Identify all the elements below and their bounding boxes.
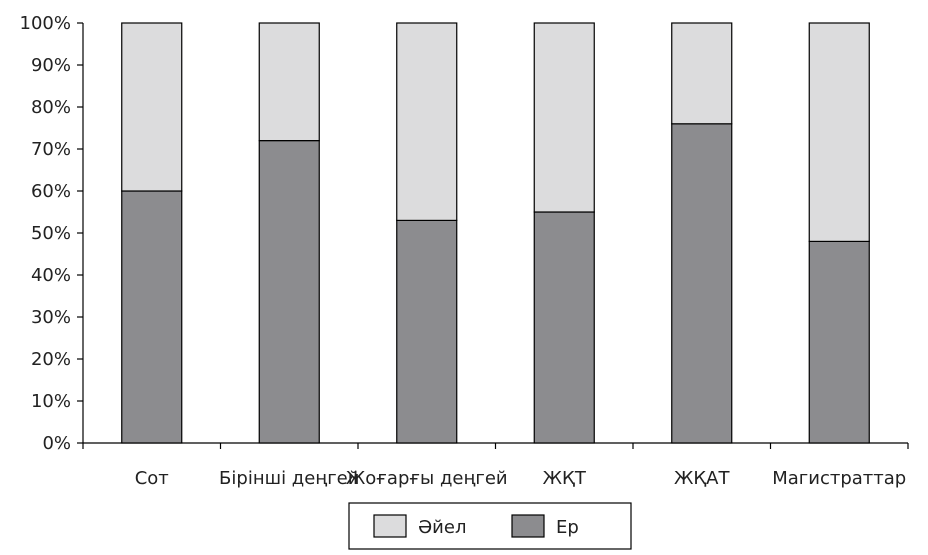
y-tick-label: 70% bbox=[31, 139, 71, 160]
y-tick-label: 60% bbox=[31, 181, 71, 202]
x-tick-label: ЖҚАТ bbox=[674, 468, 730, 489]
y-tick-label: 40% bbox=[31, 265, 71, 286]
x-tick-label: Сот bbox=[135, 468, 169, 489]
bar-segment-er bbox=[121, 190, 183, 444]
y-tick-label: 30% bbox=[31, 307, 71, 328]
legend-swatch bbox=[373, 514, 407, 538]
bar-segment-er bbox=[808, 240, 870, 444]
legend-label: Ер bbox=[556, 517, 579, 538]
x-tick-label: Бірінші деңгей bbox=[219, 468, 359, 489]
bar-segment-er bbox=[258, 140, 320, 444]
y-tick-label: 90% bbox=[31, 55, 71, 76]
bar-segment-aiel bbox=[533, 22, 595, 213]
y-tick-label: 80% bbox=[31, 97, 71, 118]
bars bbox=[121, 22, 870, 444]
bar-segment-er bbox=[396, 219, 458, 444]
y-tick-label: 10% bbox=[31, 391, 71, 412]
y-axis: 0% 10% 20% 30% 40% 50% 60% 70% 80% 90% 100% bbox=[20, 13, 84, 454]
bar-segment-aiel bbox=[808, 22, 870, 242]
y-tick-label: 20% bbox=[31, 349, 71, 370]
legend-swatch bbox=[511, 514, 545, 538]
bar-segment-aiel bbox=[258, 22, 320, 142]
y-tick-label: 100% bbox=[20, 13, 71, 34]
bar-segment-aiel bbox=[121, 22, 183, 192]
bar-segment-er bbox=[671, 123, 733, 444]
legend: Әйел Ер bbox=[348, 502, 632, 550]
bar-segment-aiel bbox=[396, 22, 458, 221]
x-tick-label: Магистраттар bbox=[772, 468, 906, 489]
x-tick-label: Жоғарғы деңгей bbox=[346, 468, 508, 489]
x-tick-label: ЖҚТ bbox=[543, 468, 587, 489]
legend-label: Әйел bbox=[418, 517, 466, 538]
y-tick-label: 0% bbox=[42, 433, 71, 454]
bar-segment-aiel bbox=[671, 22, 733, 125]
y-tick-label: 50% bbox=[31, 223, 71, 244]
bar-segment-er bbox=[533, 211, 595, 444]
